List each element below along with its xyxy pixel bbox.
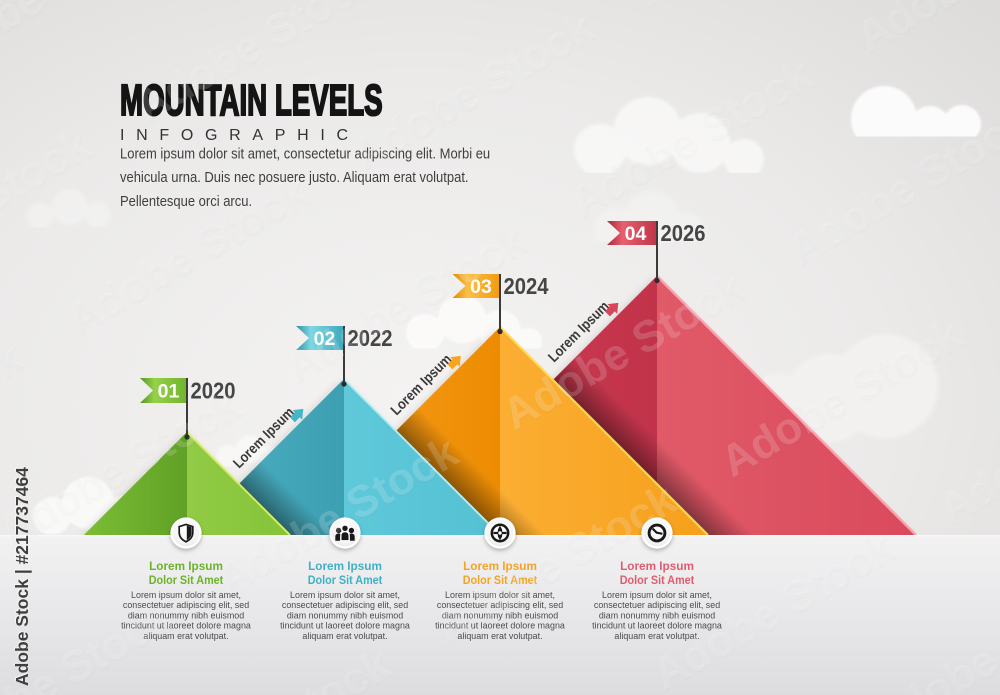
- svg-text:diam nonummy nibh euismod: diam nonummy nibh euismod: [442, 610, 558, 620]
- svg-text:01: 01: [158, 381, 180, 403]
- svg-text:tincidunt ut laoreet dolore ma: tincidunt ut laoreet dolore magna: [435, 621, 565, 631]
- svg-text:Lorem ipsum dolor sit amet,: Lorem ipsum dolor sit amet,: [131, 590, 241, 600]
- svg-text:vehicula urna. Duis nec posuer: vehicula urna. Duis nec posuere justo. A…: [120, 168, 469, 185]
- svg-text:Lorem ipsum dolor sit amet,: Lorem ipsum dolor sit amet,: [290, 590, 400, 600]
- svg-text:2020: 2020: [191, 377, 236, 404]
- svg-text:2026: 2026: [661, 220, 706, 247]
- svg-text:02: 02: [314, 328, 336, 350]
- svg-text:aliquam erat volutpat.: aliquam erat volutpat.: [302, 631, 387, 641]
- svg-text:consectetuer adipiscing elit,: consectetuer adipiscing elit, sed: [594, 600, 720, 610]
- svg-text:tincidunt ut laoreet dolore ma: tincidunt ut laoreet dolore magna: [280, 621, 410, 631]
- svg-text:tincidunt ut laoreet dolore ma: tincidunt ut laoreet dolore magna: [592, 621, 722, 631]
- svg-text:03: 03: [470, 276, 492, 298]
- svg-text:Lorem ipsum dolor sit amet,: Lorem ipsum dolor sit amet,: [445, 590, 555, 600]
- svg-text:consectetuer adipiscing elit,: consectetuer adipiscing elit, sed: [437, 600, 563, 610]
- svg-text:Lorem Ipsum: Lorem Ipsum: [149, 559, 223, 573]
- svg-text:2022: 2022: [348, 325, 393, 352]
- svg-text:consectetuer adipiscing elit,: consectetuer adipiscing elit, sed: [123, 600, 249, 610]
- svg-text:Lorem Ipsum: Lorem Ipsum: [463, 559, 537, 573]
- svg-text:Pellentesque orci arcu.: Pellentesque orci arcu.: [120, 192, 252, 209]
- svg-text:diam nonummy nibh euismod: diam nonummy nibh euismod: [128, 610, 244, 620]
- svg-text:diam nonummy nibh euismod: diam nonummy nibh euismod: [599, 610, 715, 620]
- svg-text:Lorem ipsum dolor sit amet, co: Lorem ipsum dolor sit amet, consectetur …: [120, 145, 490, 162]
- svg-text:Lorem Ipsum: Lorem Ipsum: [620, 559, 694, 573]
- svg-text:04: 04: [625, 223, 647, 245]
- svg-text:Adobe Stock | #217737464: Adobe Stock | #217737464: [12, 467, 32, 686]
- svg-text:Dolor Sit Amet: Dolor Sit Amet: [463, 574, 538, 587]
- svg-text:aliquam erat volutpat.: aliquam erat volutpat.: [457, 631, 542, 641]
- svg-text:INFOGRAPHIC: INFOGRAPHIC: [120, 127, 360, 144]
- svg-text:Lorem Ipsum: Lorem Ipsum: [308, 559, 382, 573]
- svg-text:diam nonummy nibh euismod: diam nonummy nibh euismod: [287, 610, 403, 620]
- svg-text:Lorem ipsum dolor sit amet,: Lorem ipsum dolor sit amet,: [602, 590, 712, 600]
- svg-text:Dolor Sit Amet: Dolor Sit Amet: [308, 574, 383, 587]
- svg-text:consectetuer adipiscing elit,: consectetuer adipiscing elit, sed: [282, 600, 408, 610]
- svg-text:Dolor Sit Amet: Dolor Sit Amet: [149, 574, 224, 587]
- svg-text:MOUNTAIN LEVELS: MOUNTAIN LEVELS: [120, 76, 383, 125]
- svg-text:tincidunt ut laoreet dolore ma: tincidunt ut laoreet dolore magna: [121, 621, 251, 631]
- svg-text:Dolor Sit Amet: Dolor Sit Amet: [620, 574, 695, 587]
- svg-text:2024: 2024: [504, 273, 549, 300]
- svg-text:aliquam erat volutpat.: aliquam erat volutpat.: [143, 631, 228, 641]
- svg-text:aliquam erat volutpat.: aliquam erat volutpat.: [614, 631, 699, 641]
